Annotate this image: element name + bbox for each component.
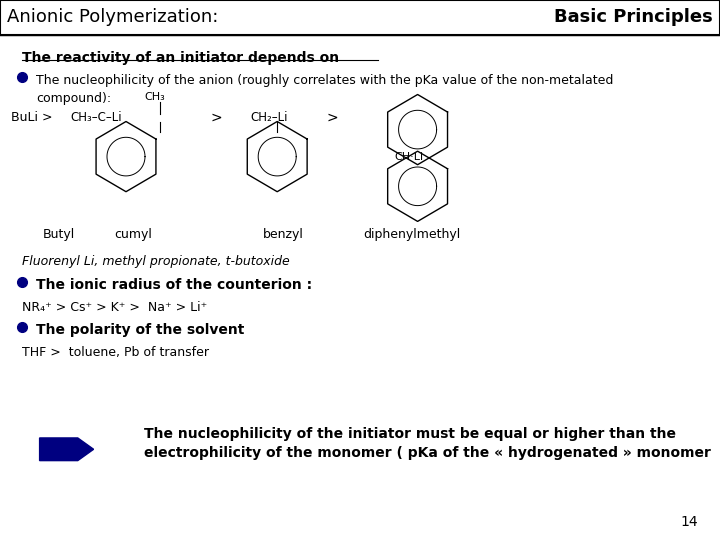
Text: >: >: [210, 111, 222, 125]
Text: >: >: [327, 111, 338, 125]
Text: Anionic Polymerization:: Anionic Polymerization:: [7, 8, 219, 26]
Text: The nucleophilicity of the anion (roughly correlates with the pKa value of the n: The nucleophilicity of the anion (roughl…: [36, 74, 613, 105]
Text: CH·Li: CH·Li: [395, 152, 423, 161]
FancyBboxPatch shape: [0, 0, 720, 35]
Text: 14: 14: [681, 515, 698, 529]
Text: THF >  toluene, Pb of transfer: THF > toluene, Pb of transfer: [22, 346, 209, 359]
Text: diphenylmethyl: diphenylmethyl: [364, 228, 461, 241]
Text: Butyl: Butyl: [43, 228, 76, 241]
Text: CH₃: CH₃: [144, 92, 165, 102]
Text: CH₂–Li: CH₂–Li: [251, 111, 288, 124]
FancyArrow shape: [40, 438, 94, 461]
Text: NR₄⁺ > Cs⁺ > K⁺ >  Na⁺ > Li⁺: NR₄⁺ > Cs⁺ > K⁺ > Na⁺ > Li⁺: [22, 301, 207, 314]
Text: Basic Principles: Basic Principles: [554, 8, 713, 26]
Text: BuLi >: BuLi >: [11, 111, 53, 124]
Text: CH₃–C–Li: CH₃–C–Li: [71, 111, 122, 124]
Text: The ionic radius of the counterion :: The ionic radius of the counterion :: [36, 278, 312, 292]
Text: The polarity of the solvent: The polarity of the solvent: [36, 323, 244, 337]
Text: The reactivity of an initiator depends on: The reactivity of an initiator depends o…: [22, 51, 338, 65]
Text: The nucleophilicity of the initiator must be equal or higher than the
electrophi: The nucleophilicity of the initiator mus…: [144, 427, 711, 460]
Text: cumyl: cumyl: [114, 228, 152, 241]
Text: Fluorenyl Li, methyl propionate, t-butoxide: Fluorenyl Li, methyl propionate, t-butox…: [22, 255, 289, 268]
Text: benzyl: benzyl: [263, 228, 304, 241]
